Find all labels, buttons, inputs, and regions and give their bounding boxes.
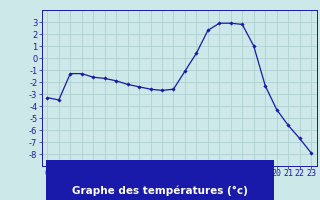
Text: Graphe des températures (°c): Graphe des températures (°c) [72, 186, 248, 196]
